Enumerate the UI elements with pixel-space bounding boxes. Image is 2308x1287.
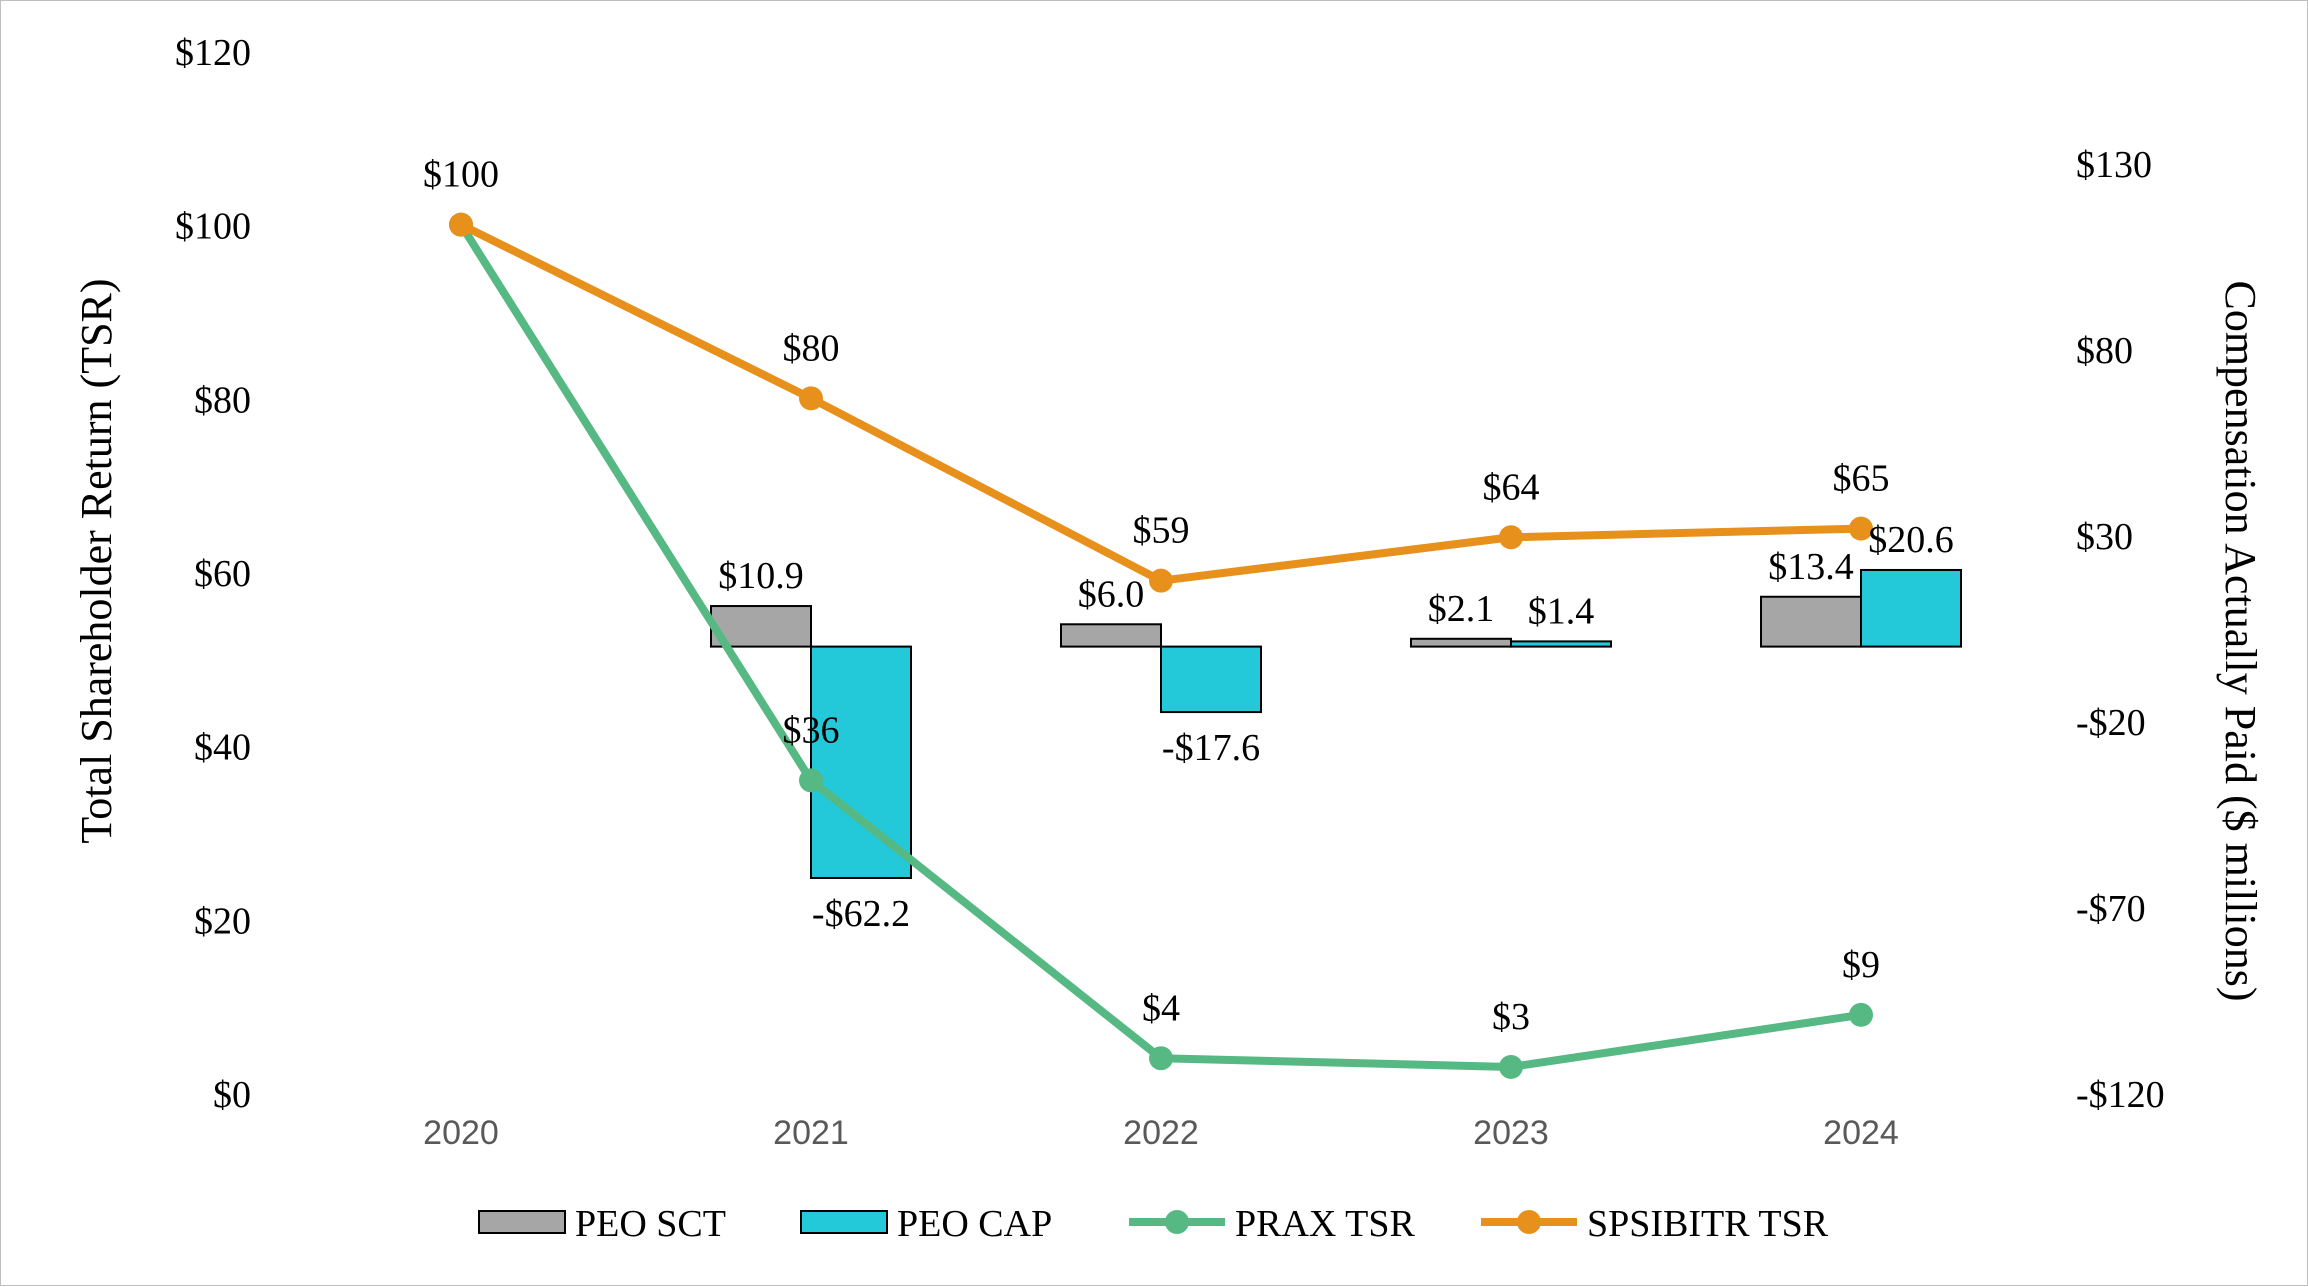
legend-label: PEO SCT <box>575 1203 726 1245</box>
line-data-label: $64 <box>1483 466 1540 508</box>
x-axis-ticks: 2020 2021 2022 2023 2024 <box>423 1114 1899 1152</box>
right-axis-tick-label: -$120 <box>2076 1074 2165 1116</box>
left-axis-ticks: $0 $20 $40 $60 $80 $100 $120 <box>175 32 251 1116</box>
data-point <box>1149 1046 1173 1071</box>
bar <box>1410 637 1512 648</box>
bar-data-label: $1.4 <box>1528 590 1595 632</box>
right-axis-tick-label: -$70 <box>2076 888 2146 930</box>
data-point <box>1849 516 1873 541</box>
data-point <box>1849 1002 1873 1027</box>
bar-data-label: $10.9 <box>718 555 804 597</box>
bar-data-label: -$17.6 <box>1162 727 1260 769</box>
line-series <box>449 212 1873 1079</box>
right-axis-tick-label: $30 <box>2076 516 2133 558</box>
data-point <box>1499 525 1523 550</box>
x-axis-tick-label: 2024 <box>1823 1114 1899 1152</box>
bar-series <box>710 568 1962 879</box>
line-data-label: $9 <box>1842 944 1880 986</box>
line-data-label: $3 <box>1492 996 1530 1038</box>
left-axis-title: Total Shareholder Return (TSR) <box>72 278 121 843</box>
line-data-label: $36 <box>783 709 840 751</box>
bar-data-label: -$62.2 <box>812 893 910 935</box>
legend-label: PRAX TSR <box>1235 1203 1416 1245</box>
bar <box>1160 645 1262 714</box>
line-data-label: $59 <box>1133 510 1190 552</box>
legend-label: PEO CAP <box>897 1203 1052 1245</box>
legend-swatch <box>478 1210 566 1234</box>
left-axis-tick-label: $60 <box>194 553 251 595</box>
bar-data-label: $13.4 <box>1768 546 1854 588</box>
right-axis-title: Compensation Actually Paid ($ millions) <box>2216 280 2265 1001</box>
x-axis-tick-label: 2022 <box>1123 1114 1199 1152</box>
data-point <box>799 768 823 793</box>
bar-data-label: $2.1 <box>1428 588 1495 630</box>
bar <box>1860 568 1962 648</box>
data-point <box>1149 568 1173 593</box>
bar <box>1060 623 1162 648</box>
x-axis-tick-label: 2020 <box>423 1114 499 1152</box>
legend-marker <box>1517 1210 1541 1234</box>
legend-swatch <box>800 1210 888 1234</box>
data-point <box>799 386 823 411</box>
left-axis-tick-label: $40 <box>194 727 251 769</box>
bar <box>810 645 912 879</box>
bar-data-label: $20.6 <box>1868 519 1954 561</box>
left-axis-tick-label: $80 <box>194 379 251 421</box>
legend: PEO SCT PEO CAP PRAX TSR SPSIBITR TSR <box>478 1203 1829 1245</box>
legend-marker <box>1165 1210 1189 1234</box>
left-axis-tick-label: $100 <box>175 206 251 248</box>
right-axis-ticks: -$120 -$70 -$20 $30 $80 $130 <box>2076 144 2165 1116</box>
left-axis-tick-label: $120 <box>175 32 251 74</box>
line-data-label: $4 <box>1142 987 1180 1029</box>
data-point <box>449 212 473 237</box>
legend-label: SPSIBITR TSR <box>1587 1203 1829 1245</box>
line-data-label: $80 <box>783 327 840 369</box>
x-axis-tick-label: 2023 <box>1473 1114 1549 1152</box>
left-axis-tick-label: $20 <box>194 900 251 942</box>
bar-data-label: $6.0 <box>1078 573 1145 615</box>
data-point <box>1499 1054 1523 1079</box>
line-data-label: $100 <box>423 154 499 196</box>
bar <box>1510 640 1612 648</box>
left-axis-tick-label: $0 <box>213 1074 251 1116</box>
right-axis-tick-label: $80 <box>2076 330 2133 372</box>
x-axis-tick-label: 2021 <box>773 1114 849 1152</box>
right-axis-tick-label: $130 <box>2076 144 2152 186</box>
bar <box>1760 595 1862 648</box>
right-axis-tick-label: -$20 <box>2076 702 2146 744</box>
line-data-label: $65 <box>1833 458 1890 500</box>
data-labels: $10.9 $6.0 $2.1 $13.4 -$62.2 -$17.6 $1.4 $20.6 $… <box>423 154 1954 1038</box>
